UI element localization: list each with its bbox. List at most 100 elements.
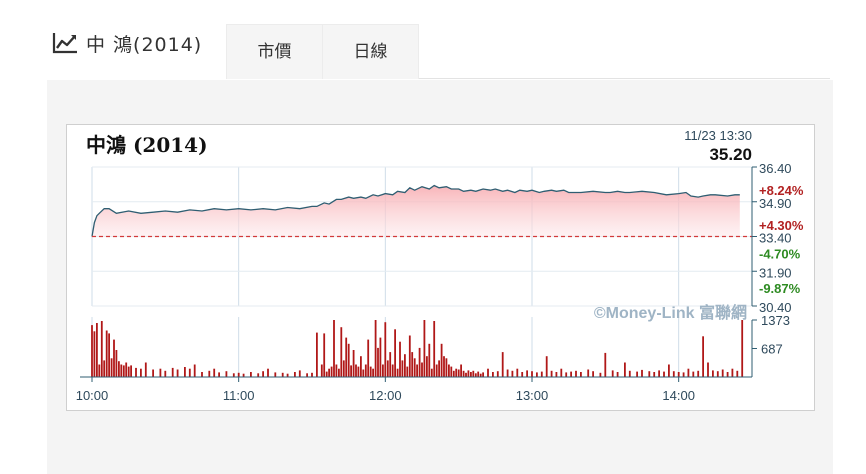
volume-bar xyxy=(364,364,367,377)
volume-bar xyxy=(668,364,670,377)
volume-bar xyxy=(374,320,377,377)
volume-bar xyxy=(721,369,724,377)
volume-bar xyxy=(482,372,484,377)
volume-bar xyxy=(492,372,494,377)
volume-bar xyxy=(435,364,438,377)
x-tick-label: 11:00 xyxy=(223,388,255,403)
volume-bar xyxy=(465,372,467,377)
volume-bar xyxy=(369,366,372,377)
volume-bar xyxy=(267,368,269,377)
volume-bar xyxy=(472,370,475,377)
volume-bar xyxy=(531,371,533,377)
volume-bar xyxy=(457,369,460,377)
volume-bar xyxy=(426,356,428,377)
price-tick-label: 36.40 xyxy=(759,161,792,176)
tab-daily-line[interactable]: 日線 xyxy=(322,24,419,79)
volume-bar xyxy=(377,347,379,377)
volume-bar xyxy=(352,350,355,377)
volume-bar xyxy=(570,371,572,377)
volume-bar xyxy=(232,373,235,377)
price-tick-label: 30.40 xyxy=(759,300,792,315)
volume-bar xyxy=(294,372,296,377)
volume-bar xyxy=(213,368,216,377)
volume-bar xyxy=(479,373,482,377)
x-tick-label: 13:00 xyxy=(516,388,549,403)
volume-bar xyxy=(396,368,399,377)
volume-bar xyxy=(338,368,340,377)
volume-bar xyxy=(428,343,431,377)
volume-bar xyxy=(316,332,318,377)
volume-bar xyxy=(516,368,519,377)
volume-bar xyxy=(144,362,147,377)
line-chart-icon xyxy=(52,32,78,54)
volume-bar xyxy=(406,366,409,377)
volume-bar xyxy=(440,343,443,377)
volume-bar xyxy=(716,371,719,377)
volume-bar xyxy=(100,321,103,377)
tab-market-price[interactable]: 市價 xyxy=(226,24,323,79)
volume-bar xyxy=(496,371,499,377)
volume-bar xyxy=(438,360,440,377)
volume-bar xyxy=(555,372,558,377)
volume-bar xyxy=(130,365,132,377)
volume-bar xyxy=(443,356,445,377)
volume-bar xyxy=(450,366,453,377)
percent-tick-label: -4.70% xyxy=(759,246,801,261)
volume-bar xyxy=(536,372,538,377)
volume-bar xyxy=(641,369,643,377)
volume-bar xyxy=(262,371,264,377)
volume-bar xyxy=(697,370,700,377)
volume-bar xyxy=(736,370,739,377)
volume-bar xyxy=(416,364,418,377)
volume-bar xyxy=(98,364,101,377)
volume-bar xyxy=(580,372,582,377)
volume-bar xyxy=(731,368,734,377)
volume-bar xyxy=(320,364,323,377)
volume-bar xyxy=(624,362,626,377)
volume-bar xyxy=(325,371,328,377)
volume-bar xyxy=(367,339,370,377)
volume-bar xyxy=(127,366,130,377)
volume-bar xyxy=(677,372,680,377)
volume-bar xyxy=(663,371,665,377)
volume-bar xyxy=(250,372,252,377)
stock-title: 中 鴻(2014) xyxy=(52,29,202,57)
volume-bar xyxy=(159,368,162,377)
volume-bar xyxy=(636,371,638,377)
percent-tick-label: +4.30% xyxy=(759,218,804,233)
volume-bar xyxy=(526,370,528,377)
volume-bar xyxy=(648,371,651,377)
volume-bar xyxy=(501,352,504,377)
volume-bar xyxy=(274,372,277,377)
volume-bar xyxy=(421,362,423,377)
volume-bar xyxy=(242,373,245,377)
volume-bar xyxy=(208,370,211,377)
volume-bar xyxy=(306,373,308,377)
volume-bar xyxy=(171,367,174,377)
volume-bar xyxy=(474,373,477,377)
volume-bar xyxy=(455,368,458,377)
volume-bar xyxy=(193,364,196,377)
volume-bar xyxy=(487,368,489,377)
volume-bar xyxy=(423,320,426,377)
chart-title: 中鴻 (2014) xyxy=(86,133,208,157)
volume-bar xyxy=(560,368,563,377)
volume-bar xyxy=(345,337,348,377)
volume-bar xyxy=(120,364,123,377)
volume-bar xyxy=(448,364,450,377)
volume-bar xyxy=(357,366,360,377)
volume-bar xyxy=(658,370,660,377)
volume-bar xyxy=(323,333,326,377)
volume-bar xyxy=(184,367,186,377)
volume-bar xyxy=(237,372,240,377)
volume-bar xyxy=(404,354,406,377)
price-tick-label: 33.40 xyxy=(759,231,792,246)
volume-bar xyxy=(389,352,392,377)
volume-bar xyxy=(135,367,137,377)
volume-bar xyxy=(394,329,396,377)
last-price: 35.20 xyxy=(709,145,752,164)
volume-bar xyxy=(462,370,465,377)
volume-bar xyxy=(110,358,113,377)
volume-bar xyxy=(372,368,374,377)
volume-bar xyxy=(286,373,289,377)
